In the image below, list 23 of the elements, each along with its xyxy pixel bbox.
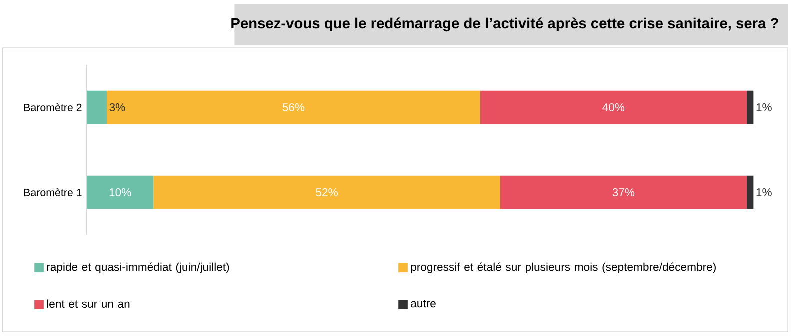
bar	[500, 176, 748, 210]
legend-label: rapide et quasi-immédiat (juin/juillet)	[47, 262, 230, 274]
chart-title: Pensez-vous que le redémarrage de l’activité après cette crise sanitaire, sera ?	[232, 18, 778, 32]
bar	[107, 90, 480, 124]
data-label: 1%	[756, 104, 772, 112]
data-label: 37%	[612, 188, 635, 197]
data-label: 3%	[110, 104, 126, 112]
data-label: 1%	[756, 188, 772, 196]
data-label: 52%	[316, 188, 338, 197]
bar	[154, 176, 500, 210]
bar	[87, 90, 108, 124]
y-tick-label: Baromètre 2	[24, 104, 82, 112]
bar	[480, 90, 748, 124]
bar	[747, 176, 754, 210]
y-tick-label: Baromètre 1	[24, 188, 82, 196]
legend-label: lent et sur un an	[47, 300, 130, 308]
legend-label: autre	[411, 300, 436, 308]
legend-label: progressif et étalé sur plusieurs mois (septembre/décembre)	[411, 262, 716, 274]
data-label: 56%	[282, 104, 305, 112]
bar	[87, 176, 154, 210]
bar	[747, 90, 754, 124]
data-label: 40%	[602, 104, 625, 112]
data-label: 10%	[110, 188, 132, 197]
